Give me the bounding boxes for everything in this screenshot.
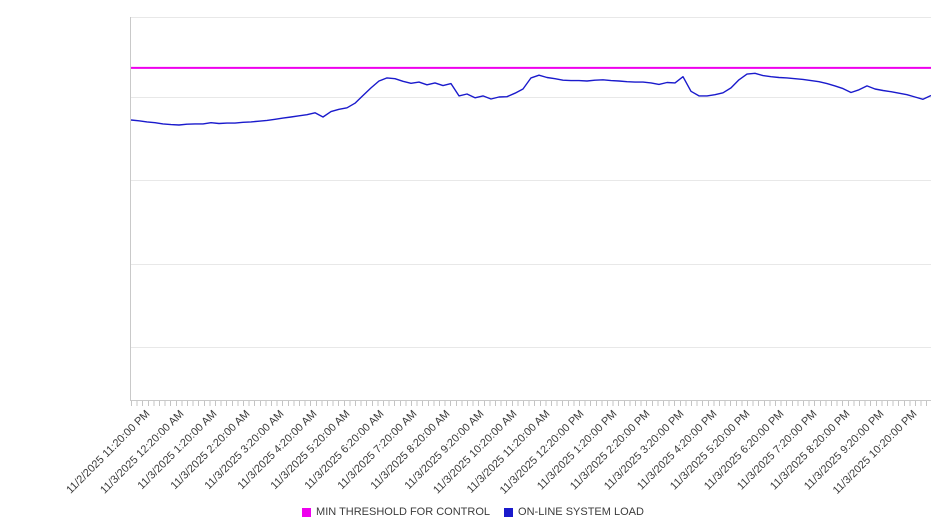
series-line	[131, 72, 931, 126]
legend-swatch-icon	[504, 507, 514, 517]
gridline	[131, 180, 931, 181]
x-axis-minor-ticks	[131, 401, 931, 406]
legend-label: ON-LINE SYSTEM LOAD	[518, 506, 644, 518]
plot-svg	[131, 66, 931, 126]
legend-label: MIN THRESHOLD FOR CONTROL	[316, 506, 491, 518]
legend-swatch-icon	[302, 507, 312, 517]
gridline	[131, 347, 931, 348]
plot-area	[130, 17, 931, 401]
legend-item-threshold[interactable]: MIN THRESHOLD FOR CONTROL	[302, 506, 490, 518]
x-axis-labels: 11/2/2025 11:20:00 PM 11/3/2025 12:20:00 …	[65, 408, 931, 513]
gridline	[131, 97, 931, 98]
gridline	[131, 17, 931, 18]
gridline	[131, 264, 931, 265]
legend: MIN THRESHOLD FOR CONTROL ON-LINE SYSTEM …	[0, 506, 946, 518]
legend-item-system-load[interactable]: ON-LINE SYSTEM LOAD	[504, 506, 644, 518]
